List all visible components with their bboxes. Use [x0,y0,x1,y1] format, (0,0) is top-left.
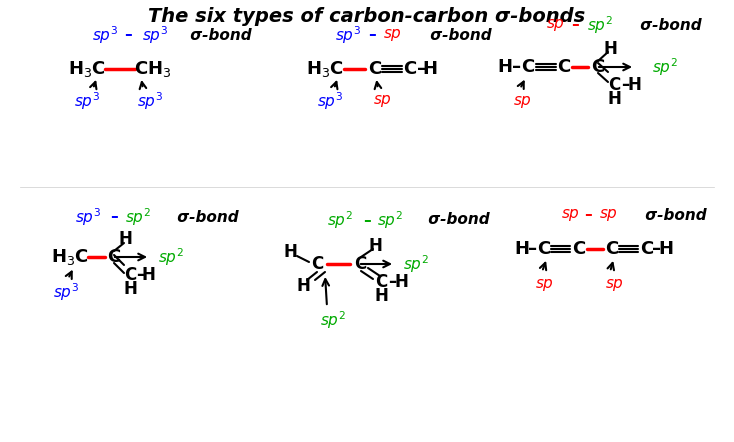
Text: –: – [136,266,144,284]
Text: C: C [368,60,382,78]
Text: –: – [571,18,579,33]
Text: $sp^2$: $sp^2$ [587,14,613,36]
Text: H: H [283,243,297,261]
Text: –: – [528,240,537,258]
Text: –: – [621,76,629,94]
Text: –: – [418,60,426,78]
Text: σ-bond: σ-bond [640,207,707,222]
Text: H: H [296,277,310,295]
Text: H: H [498,58,512,76]
Text: H: H [658,240,674,258]
Text: –: – [124,27,132,42]
Text: σ-bond: σ-bond [423,213,490,228]
Text: H: H [394,273,408,291]
Text: H$_3$C: H$_3$C [306,59,344,79]
Text: –: – [512,58,522,76]
Text: H: H [515,240,529,258]
Text: $sp^3$: $sp^3$ [142,24,168,46]
Text: –: – [110,210,118,225]
Text: –: – [584,207,592,222]
Text: C: C [404,60,417,78]
Text: H: H [607,90,621,108]
Text: –: – [388,273,396,291]
Text: $sp^3$: $sp^3$ [53,281,79,303]
Text: $sp^3$: $sp^3$ [74,90,100,112]
Text: H: H [627,76,641,94]
Text: C: C [107,248,120,266]
Text: C: C [557,58,570,76]
Text: $sp^3$: $sp^3$ [137,90,163,112]
Text: C: C [606,240,619,258]
Text: $sp$: $sp$ [534,277,553,293]
Text: The six types of carbon-carbon σ-bonds: The six types of carbon-carbon σ-bonds [148,8,586,27]
Text: $sp^2$: $sp^2$ [403,253,429,275]
Text: H: H [123,280,137,298]
Text: $sp^3$: $sp^3$ [92,24,118,46]
Text: $sp^3$: $sp^3$ [335,24,361,46]
Text: H$_3$C: H$_3$C [68,59,106,79]
Text: σ-bond: σ-bond [185,27,252,42]
Text: C: C [311,255,323,273]
Text: C: C [375,273,387,291]
Text: C: C [640,240,653,258]
Text: C: C [124,266,136,284]
Text: H: H [603,40,617,58]
Text: C: C [608,76,620,94]
Text: $sp^2$: $sp^2$ [125,206,151,228]
Text: CH$_3$: CH$_3$ [134,59,172,79]
Text: $sp^2$: $sp^2$ [158,246,184,268]
Text: H: H [374,287,388,305]
Text: C: C [592,58,605,76]
Text: –: – [363,213,371,228]
Text: $sp^2$: $sp^2$ [327,209,353,231]
Text: –: – [653,240,661,258]
Text: –: – [368,27,376,42]
Text: $sp^3$: $sp^3$ [75,206,101,228]
Text: σ-bond: σ-bond [172,210,239,225]
Text: C: C [537,240,550,258]
Text: H: H [141,266,155,284]
Text: $sp^2$: $sp^2$ [320,309,346,331]
Text: $sp^2$: $sp^2$ [652,56,678,78]
Text: $sp$: $sp$ [373,93,391,109]
Text: $sp$: $sp$ [545,17,564,33]
Text: H: H [368,237,382,255]
Text: C: C [354,255,366,273]
Text: $sp$: $sp$ [561,207,579,223]
Text: H: H [118,230,132,248]
Text: $sp$: $sp$ [605,277,623,293]
Text: $sp$: $sp$ [382,27,401,43]
Text: C: C [573,240,586,258]
Text: σ-bond: σ-bond [635,18,702,33]
Text: C: C [521,58,534,76]
Text: σ-bond: σ-bond [425,27,492,42]
Text: $sp$: $sp$ [598,207,617,223]
Text: $sp$: $sp$ [512,94,531,110]
Text: H: H [423,60,437,78]
Text: $sp^2$: $sp^2$ [377,209,403,231]
Text: H$_3$C: H$_3$C [51,247,89,267]
Text: $sp^3$: $sp^3$ [317,90,343,112]
